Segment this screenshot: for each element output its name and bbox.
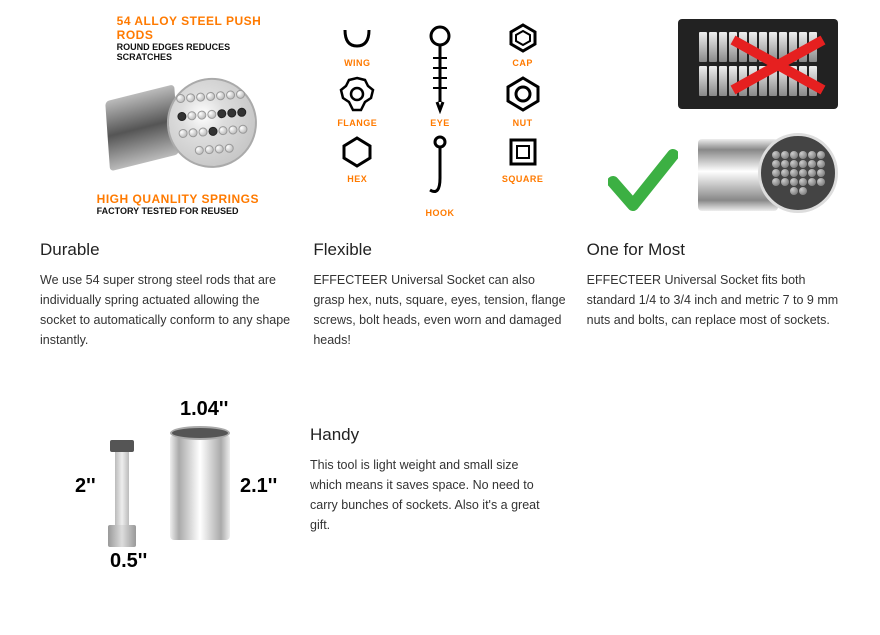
oneformost-column: One for Most EFFECTEER Universal Socket …	[587, 10, 840, 350]
flexible-column: WING EYE	[313, 10, 566, 350]
dim-top-label: 1.04''	[180, 398, 228, 421]
socket-product-illustration	[698, 125, 828, 225]
springs-label: HIGH QUANLITY SPRINGS	[97, 192, 259, 206]
handy-image: 1.04'' 2'' 2.1'' 0.5''	[40, 380, 290, 580]
socket-illustration	[103, 65, 260, 185]
eye-cell: EYE	[408, 22, 473, 128]
hook-icon	[425, 134, 455, 204]
toolcase-illustration	[678, 19, 838, 109]
durable-image: 54 ALLOY STEEL PUSH RODS ROUND EDGES RED…	[40, 10, 293, 230]
dim-left-label: 2''	[75, 475, 96, 498]
wing-label: WING	[325, 58, 390, 68]
dim-bot-label: 0.5''	[110, 550, 147, 573]
nut-icon	[501, 74, 545, 114]
nut-cell: NUT	[490, 74, 555, 128]
feature-row-2: 1.04'' 2'' 2.1'' 0.5'' Handy This tool i…	[40, 380, 840, 580]
oneformost-image	[587, 10, 840, 230]
flange-cell: FLANGE	[325, 74, 390, 128]
cap-icon	[503, 22, 543, 54]
durable-bottom-label: HIGH QUANLITY SPRINGS FACTORY TESTED FOR…	[97, 192, 259, 216]
flange-icon	[335, 74, 379, 114]
factory-tested-label: FACTORY TESTED FOR REUSED	[97, 206, 259, 216]
hook-label: HOOK	[408, 208, 473, 218]
flange-label: FLANGE	[325, 118, 390, 128]
socket-side-illustration	[170, 435, 230, 540]
hex-icon	[337, 134, 377, 170]
eye-icon	[425, 24, 455, 114]
durable-column: 54 ALLOY STEEL PUSH RODS ROUND EDGES RED…	[40, 10, 293, 350]
hex-label: HEX	[325, 174, 390, 184]
durable-top-label: 54 ALLOY STEEL PUSH RODS ROUND EDGES RED…	[117, 14, 287, 62]
push-rods-label: 54 ALLOY STEEL PUSH RODS	[117, 14, 287, 42]
bolt-type-grid: WING EYE	[325, 22, 555, 218]
flexible-heading: Flexible	[313, 240, 566, 260]
flexible-image: WING EYE	[313, 10, 566, 230]
square-label: SQUARE	[490, 174, 555, 184]
oneformost-body: EFFECTEER Universal Socket fits both sta…	[587, 270, 840, 330]
wing-icon	[337, 22, 377, 54]
wing-cell: WING	[325, 22, 390, 68]
handy-text: Handy This tool is light weight and smal…	[310, 425, 540, 535]
cap-label: CAP	[490, 58, 555, 68]
nut-label: NUT	[490, 118, 555, 128]
handy-body: This tool is light weight and small size…	[310, 455, 540, 535]
square-icon	[503, 134, 543, 170]
durable-heading: Durable	[40, 240, 293, 260]
hex-cell: HEX	[325, 134, 390, 218]
square-cell: SQUARE	[490, 134, 555, 218]
eye-label: EYE	[430, 118, 450, 128]
handy-heading: Handy	[310, 425, 540, 445]
cap-cell: CAP	[490, 22, 555, 68]
hook-cell: HOOK	[408, 134, 473, 218]
dim-right-label: 2.1''	[240, 475, 277, 498]
round-edges-label: ROUND EDGES REDUCES SCRATCHES	[117, 42, 287, 62]
durable-body: We use 54 super strong steel rods that a…	[40, 270, 293, 350]
green-check-icon	[608, 147, 678, 217]
oneformost-heading: One for Most	[587, 240, 840, 260]
feature-row-1: 54 ALLOY STEEL PUSH RODS ROUND EDGES RED…	[40, 10, 840, 350]
flexible-body: EFFECTEER Universal Socket can also gras…	[313, 270, 566, 350]
